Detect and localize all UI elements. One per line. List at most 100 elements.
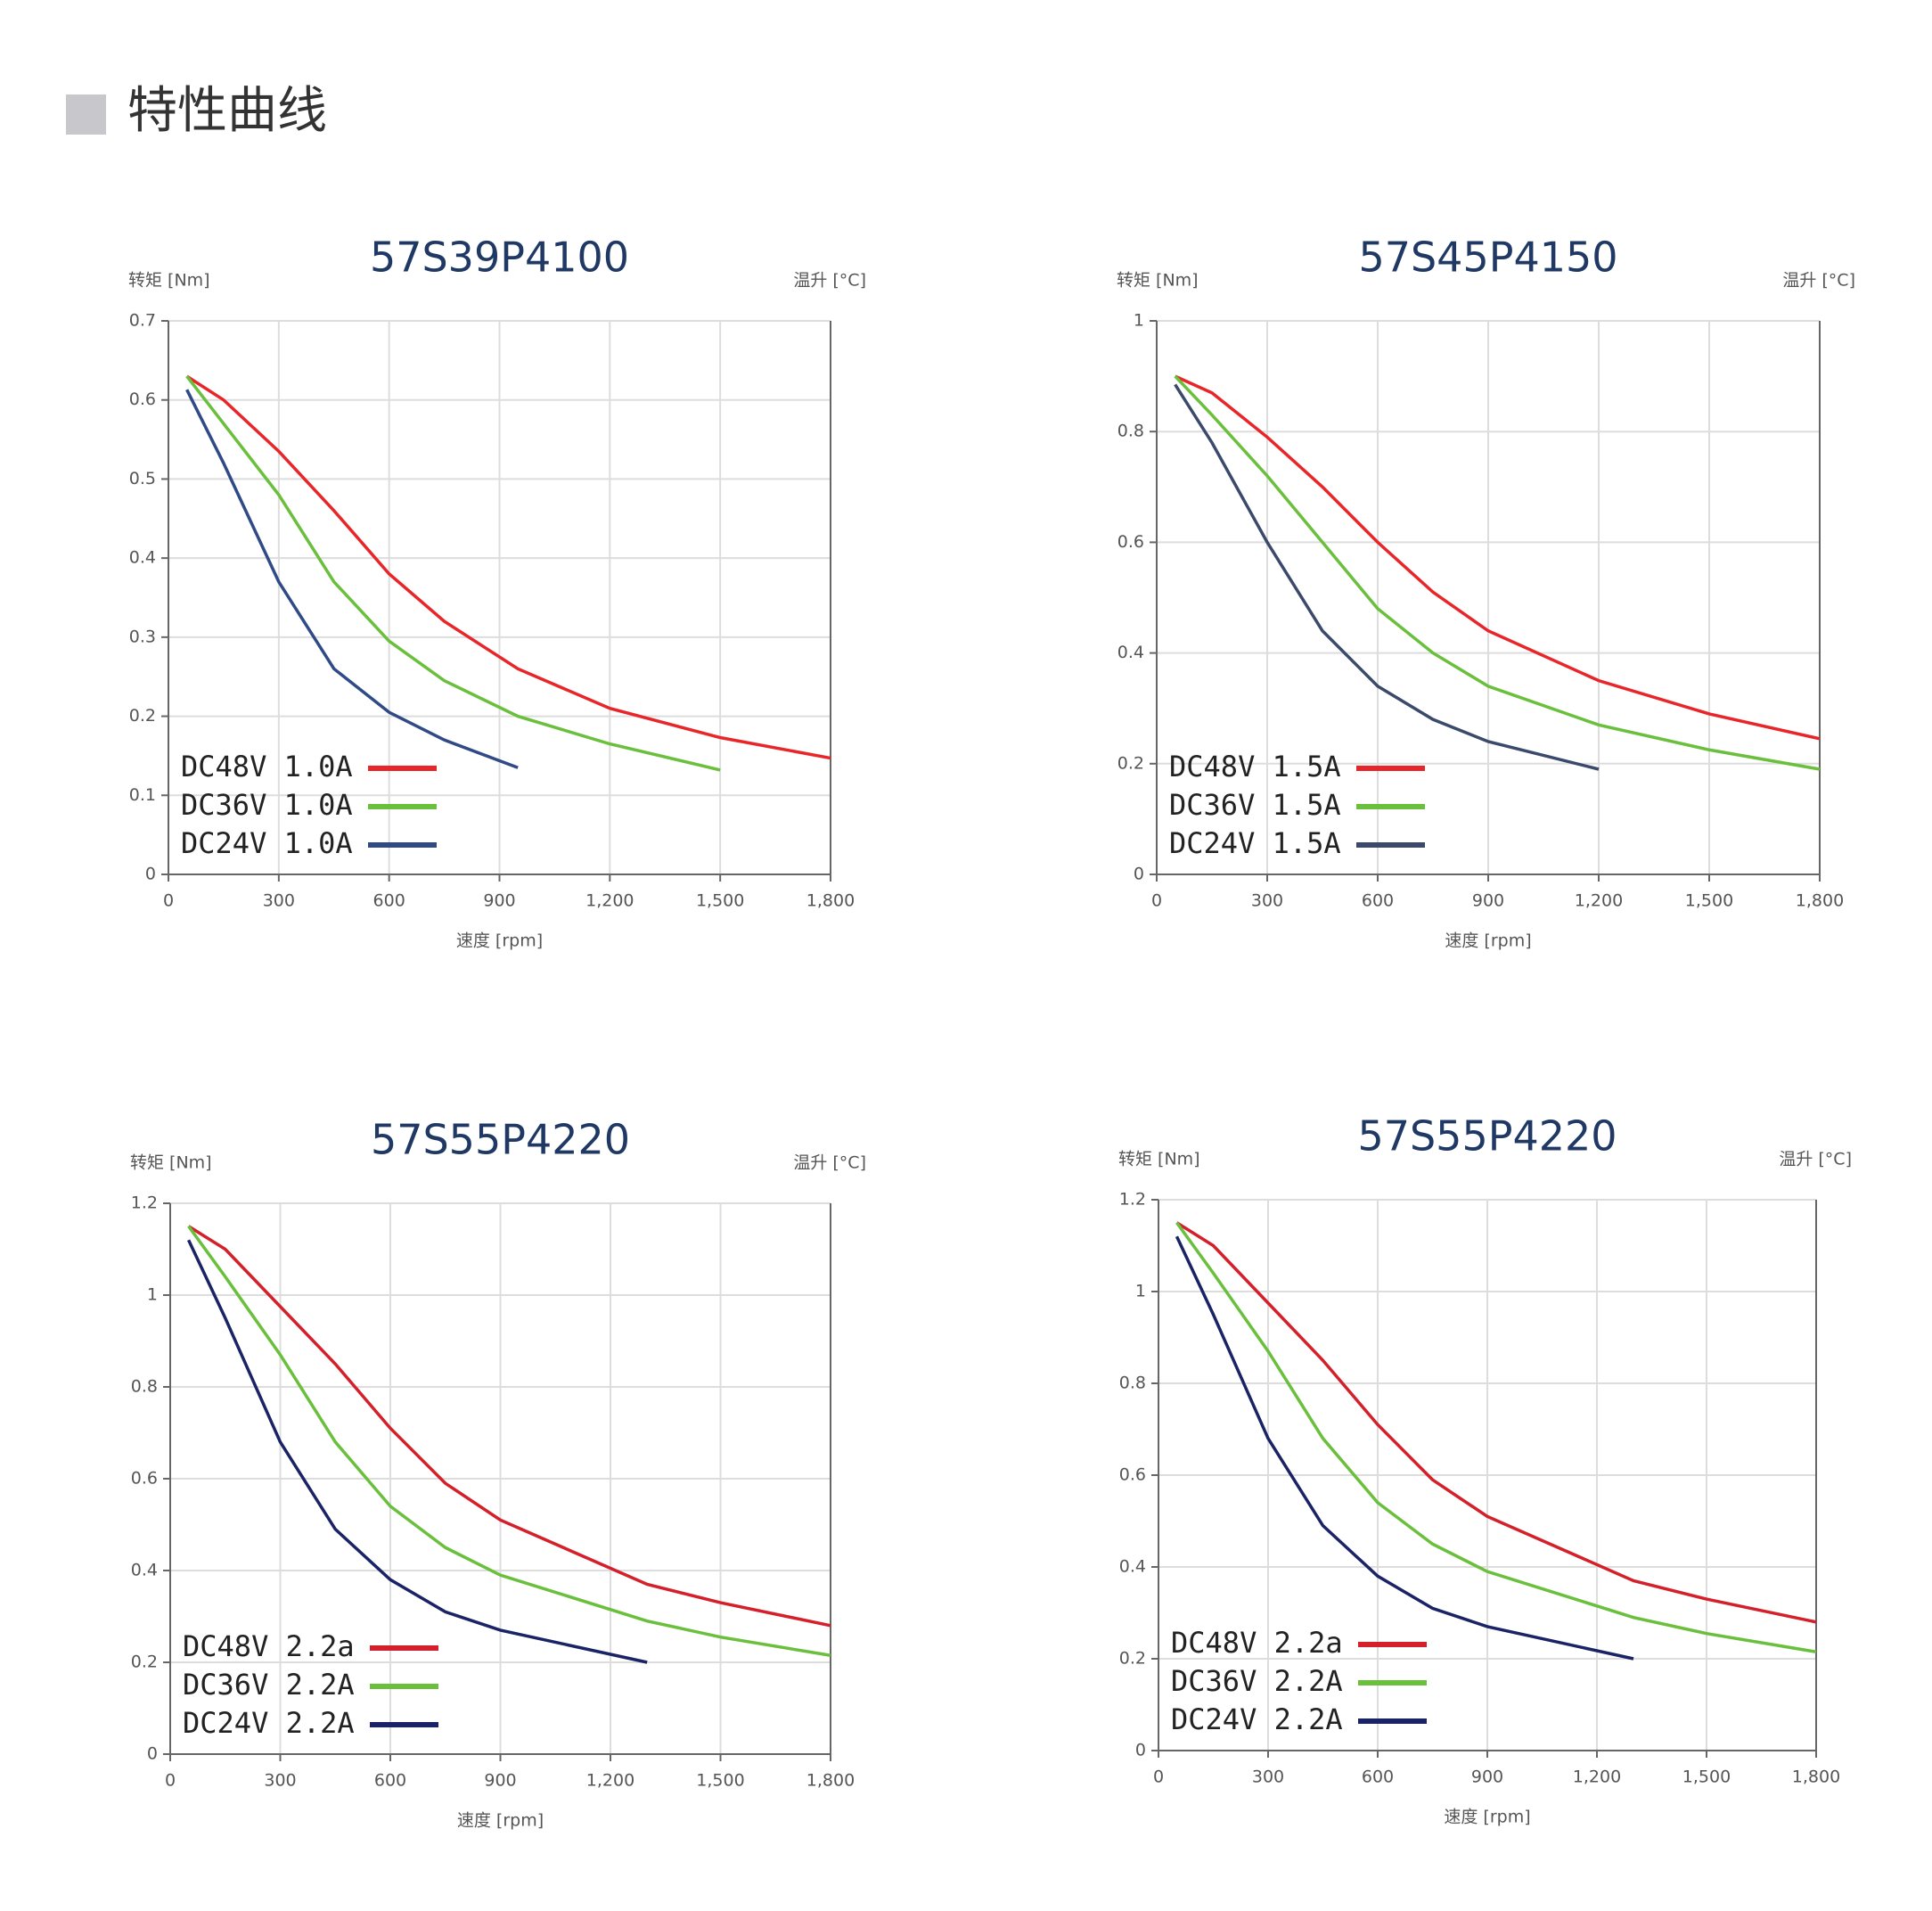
series-line — [187, 1225, 831, 1628]
y-tick-label: 0.5 — [129, 469, 156, 488]
series-line — [1175, 1221, 1817, 1654]
x-tick-label: 300 — [263, 891, 295, 911]
y2-axis-label: 温升 [°C] — [793, 271, 866, 291]
y-tick-label: 0.4 — [1119, 1557, 1146, 1577]
y-axis-label: 转矩 [Nm] — [1118, 1150, 1200, 1169]
y2-axis-label: 温升 [°C] — [793, 1153, 866, 1173]
y-tick-label: 0.8 — [1117, 422, 1144, 441]
x-tick-label: 600 — [374, 1771, 406, 1791]
series-line — [1174, 374, 1821, 771]
legend-label: DC36V 1.0A — [181, 788, 353, 822]
y-tick-label: 0.4 — [1117, 643, 1144, 662]
x-tick-label: 600 — [373, 891, 405, 911]
y-tick-label: 1 — [1134, 311, 1144, 331]
x-tick-label: 1,800 — [1796, 891, 1844, 911]
page-title: 特性曲线 — [127, 82, 327, 140]
legend-label: DC36V 2.2A — [1171, 1664, 1343, 1698]
x-tick-label: 900 — [483, 891, 515, 911]
chart-title: 57S45P4150 — [1358, 234, 1617, 282]
x-axis-label: 速度 [rpm] — [456, 931, 543, 951]
y-tick-label: 0.2 — [1119, 1649, 1146, 1669]
y-tick-label: 0.1 — [129, 785, 156, 805]
series-line — [185, 389, 519, 769]
y-tick-label: 0.6 — [129, 390, 156, 409]
x-tick-label: 900 — [1471, 1767, 1503, 1787]
y-tick-label: 0.4 — [131, 1561, 158, 1580]
legend-label: DC48V 2.2a — [1171, 1626, 1343, 1660]
y2-axis-label: 温升 [°C] — [1782, 271, 1855, 291]
x-axis-label: 速度 [rpm] — [1445, 931, 1531, 951]
x-tick-label: 1,500 — [696, 1771, 744, 1791]
legend-label: DC48V 1.5A — [1169, 750, 1341, 783]
chart-title: 57S55P4220 — [1357, 1112, 1617, 1161]
x-tick-label: 0 — [165, 1771, 176, 1791]
x-tick-label: 1,200 — [585, 891, 634, 911]
y-tick-label: 0.4 — [129, 548, 156, 568]
y-tick-label: 1 — [1135, 1282, 1146, 1301]
y-tick-label: 0.8 — [131, 1377, 158, 1397]
x-tick-label: 0 — [1151, 891, 1162, 911]
x-tick-label: 0 — [163, 891, 174, 911]
y-tick-label: 0.2 — [131, 1653, 158, 1672]
x-tick-label: 300 — [264, 1771, 296, 1791]
series-line — [185, 375, 721, 772]
y-axis-label: 转矩 [Nm] — [1117, 271, 1199, 291]
y-tick-label: 0.3 — [129, 627, 156, 646]
y-tick-label: 1 — [147, 1285, 158, 1305]
y-axis-label: 转矩 [Nm] — [128, 271, 210, 291]
x-tick-label: 600 — [1362, 891, 1394, 911]
header-marker — [66, 94, 106, 135]
y-tick-label: 0.6 — [1119, 1465, 1146, 1485]
y-tick-label: 0 — [1134, 865, 1144, 884]
series-line — [185, 374, 831, 760]
y-tick-label: 0.8 — [1119, 1374, 1146, 1393]
series-line — [1174, 374, 1821, 741]
y-tick-label: 0 — [145, 865, 156, 884]
x-tick-label: 300 — [1252, 1767, 1284, 1787]
x-tick-label: 1,500 — [1685, 891, 1733, 911]
x-tick-label: 1,500 — [1682, 1767, 1731, 1787]
legend-label: DC24V 2.2A — [183, 1706, 355, 1740]
x-tick-label: 1,800 — [806, 891, 855, 911]
y-axis-label: 转矩 [Nm] — [130, 1153, 212, 1173]
series-line — [1174, 383, 1600, 771]
x-tick-label: 1,500 — [696, 891, 744, 911]
y-tick-label: 0.6 — [1117, 532, 1144, 552]
y-tick-label: 0.2 — [129, 706, 156, 726]
x-tick-label: 1,200 — [1575, 891, 1623, 911]
y-tick-label: 1.2 — [1119, 1190, 1146, 1210]
x-tick-label: 1,800 — [1792, 1767, 1840, 1787]
x-tick-label: 1,200 — [1573, 1767, 1621, 1787]
y-tick-label: 0.7 — [129, 311, 156, 331]
x-tick-label: 900 — [1472, 891, 1504, 911]
legend-label: DC24V 1.5A — [1169, 826, 1341, 860]
legend-label: DC48V 1.0A — [181, 750, 353, 783]
series-line — [187, 1225, 831, 1658]
y-tick-label: 1.2 — [131, 1193, 158, 1213]
y2-axis-label: 温升 [°C] — [1779, 1150, 1852, 1169]
x-tick-label: 600 — [1362, 1767, 1394, 1787]
y-tick-label: 0.6 — [131, 1469, 158, 1489]
x-axis-label: 速度 [rpm] — [1444, 1808, 1530, 1827]
legend-label: DC24V 1.0A — [181, 826, 353, 860]
x-tick-label: 300 — [1251, 891, 1283, 911]
x-tick-label: 900 — [484, 1771, 516, 1791]
x-tick-label: 1,200 — [586, 1771, 634, 1791]
y-tick-label: 0.2 — [1117, 753, 1144, 773]
chart-title: 57S39P4100 — [370, 234, 629, 282]
legend-label: DC24V 2.2A — [1171, 1702, 1343, 1736]
series-line — [186, 1239, 648, 1664]
y-tick-label: 0 — [147, 1744, 158, 1764]
x-tick-label: 0 — [1153, 1767, 1164, 1787]
x-tick-label: 1,800 — [806, 1771, 855, 1791]
legend-label: DC48V 2.2a — [183, 1629, 355, 1663]
y-tick-label: 0 — [1135, 1741, 1146, 1760]
legend-label: DC36V 2.2A — [183, 1668, 355, 1702]
chart-title: 57S55P4220 — [371, 1116, 630, 1164]
series-line — [1175, 1235, 1634, 1661]
x-axis-label: 速度 [rpm] — [457, 1811, 544, 1831]
legend-label: DC36V 1.5A — [1169, 788, 1341, 822]
series-line — [1175, 1221, 1817, 1624]
